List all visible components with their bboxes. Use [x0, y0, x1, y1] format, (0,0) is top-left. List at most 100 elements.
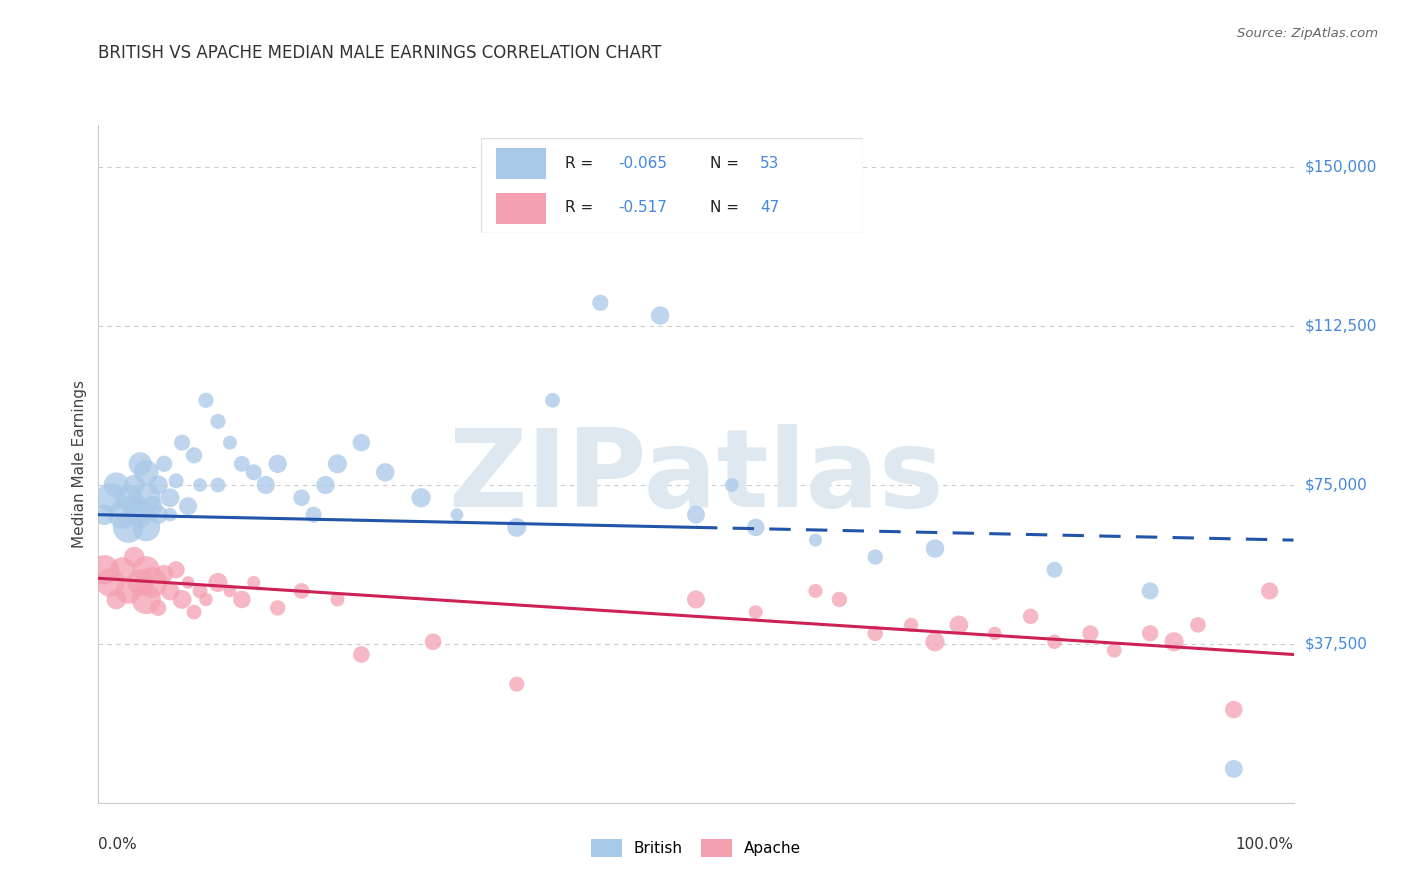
Point: [172, 435, 194, 450]
Point: [194, 393, 217, 408]
Legend: British, Apache: British, Apache: [585, 833, 807, 863]
Y-axis label: Median Male Earnings: Median Male Earnings: [72, 380, 87, 548]
Point: [422, 635, 444, 649]
Point: [506, 677, 529, 691]
Point: [745, 520, 768, 534]
Point: [188, 478, 211, 492]
Point: [506, 520, 529, 534]
Point: [141, 500, 163, 514]
Point: [446, 508, 468, 522]
Point: [98, 575, 122, 590]
Point: [315, 478, 337, 492]
Point: [1043, 563, 1066, 577]
Point: [159, 508, 181, 522]
Point: [219, 583, 242, 598]
Point: [243, 466, 266, 480]
Point: [254, 478, 277, 492]
Point: [159, 583, 181, 598]
Point: [148, 508, 170, 522]
Point: [207, 478, 229, 492]
Point: [105, 592, 128, 607]
Point: [93, 563, 115, 577]
Point: [124, 500, 146, 514]
Point: [111, 508, 134, 522]
Point: [863, 549, 886, 565]
Point: [648, 309, 672, 323]
Point: [243, 575, 266, 590]
Point: [148, 478, 170, 492]
Point: [1102, 643, 1125, 657]
Point: [541, 393, 564, 408]
Point: [153, 457, 176, 471]
Point: [721, 478, 744, 492]
Point: [159, 491, 181, 505]
Point: [183, 448, 205, 462]
Point: [177, 500, 200, 514]
Point: [1019, 609, 1042, 624]
Point: [135, 520, 157, 534]
Point: [1222, 703, 1246, 717]
Text: $37,500: $37,500: [1305, 636, 1368, 651]
Point: [231, 457, 253, 471]
Point: [267, 601, 290, 615]
Point: [177, 575, 200, 590]
Point: [135, 491, 157, 505]
Point: [111, 563, 134, 577]
Point: [924, 635, 946, 649]
Point: [93, 508, 115, 522]
Text: Source: ZipAtlas.com: Source: ZipAtlas.com: [1237, 27, 1378, 40]
Point: [129, 575, 152, 590]
Point: [863, 626, 886, 640]
Point: [207, 575, 229, 590]
Point: [267, 457, 290, 471]
Point: [1080, 626, 1102, 640]
Point: [1187, 617, 1209, 632]
Point: [165, 563, 187, 577]
Point: [153, 567, 176, 582]
Text: $150,000: $150,000: [1305, 160, 1376, 175]
Point: [124, 549, 146, 565]
Point: [302, 508, 325, 522]
Point: [219, 435, 242, 450]
Point: [1043, 635, 1066, 649]
Point: [948, 617, 970, 632]
Point: [141, 575, 163, 590]
Point: [117, 491, 139, 505]
Point: [1163, 635, 1185, 649]
Point: [685, 508, 707, 522]
Point: [685, 592, 707, 607]
Point: [165, 474, 187, 488]
Point: [188, 583, 211, 598]
Point: [745, 605, 768, 619]
Text: BRITISH VS APACHE MEDIAN MALE EARNINGS CORRELATION CHART: BRITISH VS APACHE MEDIAN MALE EARNINGS C…: [98, 45, 662, 62]
Point: [129, 508, 152, 522]
Point: [183, 605, 205, 619]
Text: ZIPatlas: ZIPatlas: [449, 425, 943, 531]
Point: [804, 583, 827, 598]
Point: [105, 478, 128, 492]
Point: [1139, 626, 1161, 640]
Point: [290, 583, 312, 598]
Text: 100.0%: 100.0%: [1236, 837, 1294, 852]
Point: [1139, 583, 1161, 598]
Point: [117, 583, 139, 598]
Point: [983, 626, 1005, 640]
Point: [326, 457, 349, 471]
Point: [207, 414, 229, 428]
Point: [326, 592, 349, 607]
Point: [900, 617, 922, 632]
Point: [290, 491, 312, 505]
Point: [124, 478, 146, 492]
Text: $112,500: $112,500: [1305, 318, 1376, 334]
Point: [374, 466, 396, 480]
Point: [350, 648, 373, 662]
Text: $75,000: $75,000: [1305, 477, 1368, 492]
Point: [1258, 583, 1281, 598]
Point: [350, 435, 373, 450]
Point: [148, 601, 170, 615]
Point: [804, 533, 827, 547]
Point: [924, 541, 946, 556]
Point: [411, 491, 433, 505]
Point: [98, 491, 122, 505]
Point: [129, 457, 152, 471]
